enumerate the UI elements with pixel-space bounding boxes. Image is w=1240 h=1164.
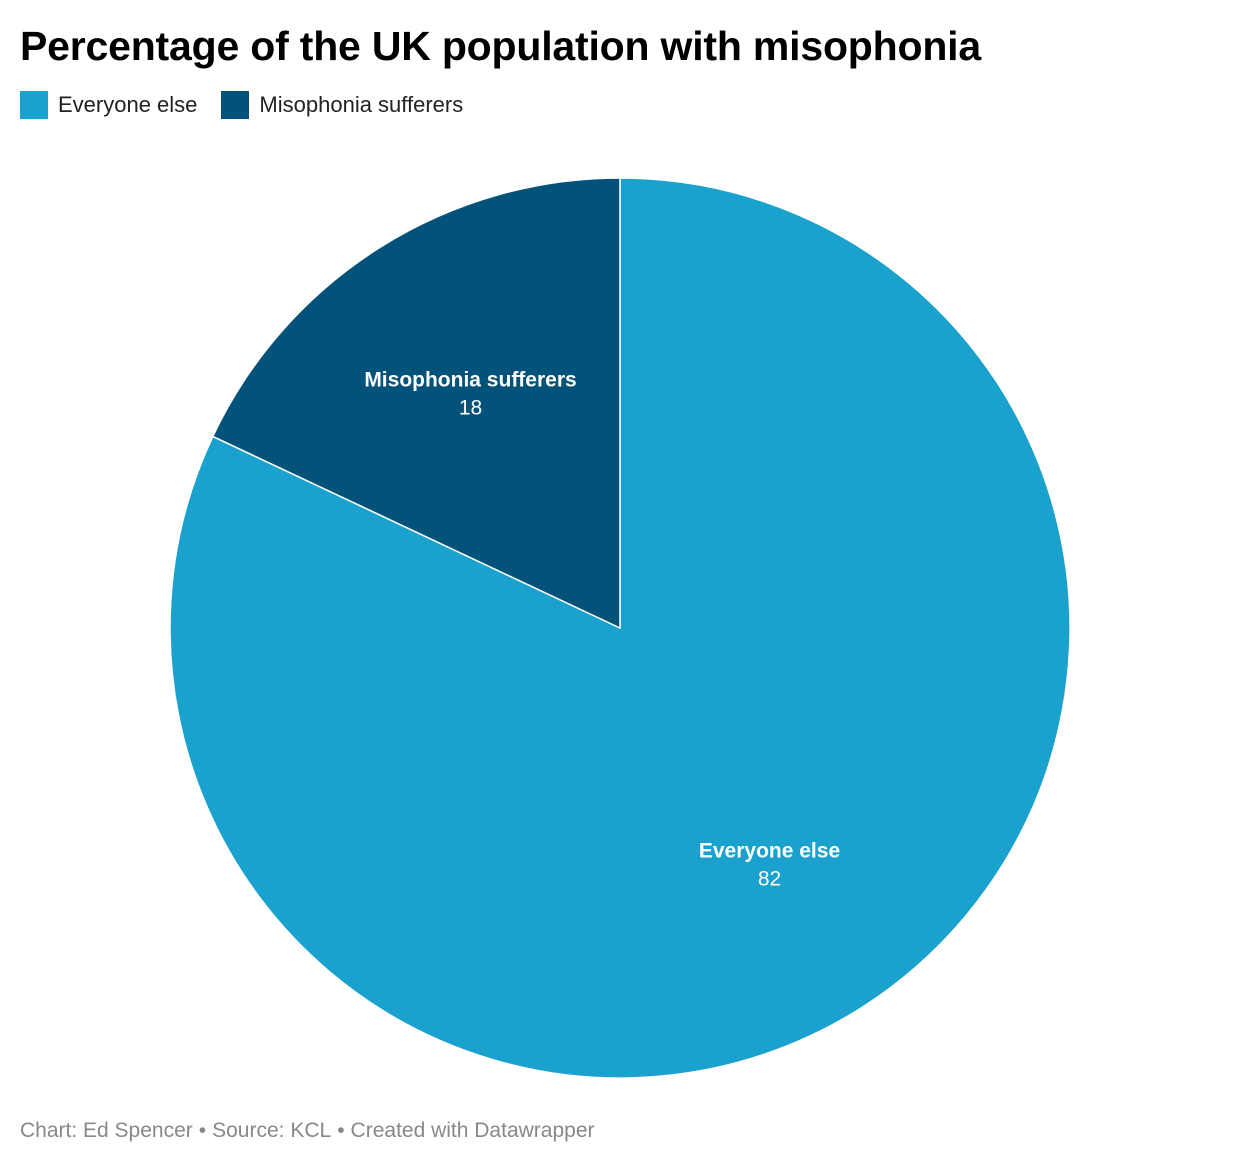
legend-label-everyone-else: Everyone else [58,92,198,117]
legend-item-everyone-else: Everyone else [20,91,197,119]
footer: Chart: Ed Spencer • Source: KCL • Created wi… [20,1117,595,1145]
slice-value-everyone-else: 82 [758,868,781,891]
legend-item-misophonia-sufferers: Misophonia sufferers [221,91,463,119]
slice-label-everyone-else: Everyone else [699,840,840,863]
legend-swatch-misophonia-sufferers [221,91,250,119]
footer-source: Source: KCL [212,1119,332,1142]
pie-slice-misophonia-sufferers [211,177,621,630]
pie-slices [169,177,1071,1079]
pie-labels: Everyone else 82 Misophonia sufferers 18 [364,368,840,890]
footer-tool-credit: Created with Datawrapper [350,1119,595,1142]
legend-label-misophonia-sufferers: Misophonia sufferers [259,92,464,117]
footer-separator-1: • [198,1119,207,1142]
footer-separator-2: • [337,1119,345,1142]
footer-chart-credit: Chart: Ed Spencer [20,1119,193,1142]
legend-swatch-everyone-else [20,91,48,119]
slice-label-misophonia-sufferers: Misophonia sufferers [364,368,576,391]
slice-value-misophonia-sufferers: 18 [459,396,482,419]
chart-title: Percentage of the UK population with mis… [20,23,981,69]
legend: Everyone else Misophonia sufferers [20,90,487,120]
